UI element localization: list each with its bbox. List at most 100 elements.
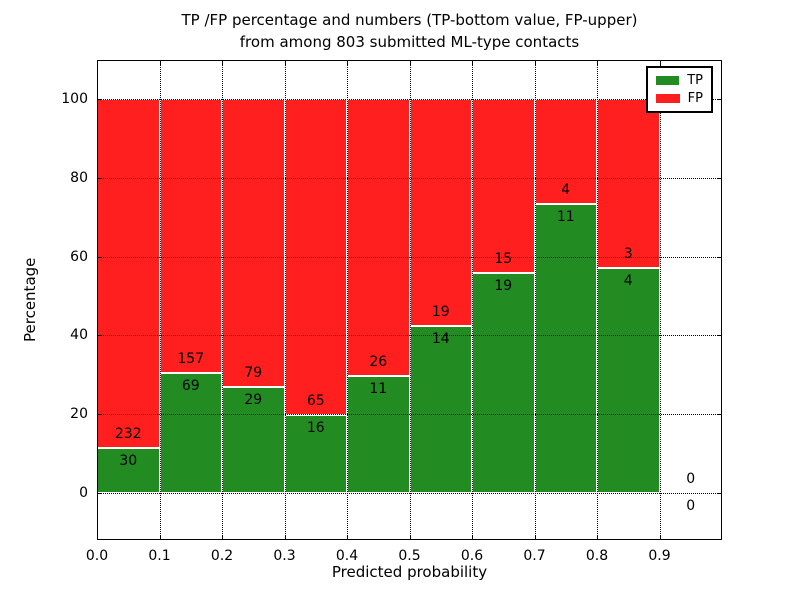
gridline-x: [159, 60, 161, 540]
gridline-x: [659, 60, 661, 540]
y-tick-left: [98, 335, 102, 337]
y-tick-label: 0: [79, 484, 88, 501]
y-tick-left: [98, 492, 102, 494]
bar-tp-segment: [284, 415, 347, 493]
x-tick-bottom: [409, 535, 411, 539]
bar-fp-segment: [409, 99, 472, 326]
gridline-x: [409, 60, 411, 540]
x-tick-bottom: [97, 535, 98, 539]
count-label-tp: 14: [431, 330, 450, 347]
y-tick-right: [717, 256, 721, 258]
x-tick-bottom: [159, 535, 161, 539]
gridline-x: [597, 60, 598, 540]
x-axis-label: Predicted probability: [331, 563, 488, 581]
count-label-fp: 3: [623, 245, 633, 262]
count-label-fp: 157: [177, 350, 205, 367]
x-tick-top: [472, 61, 473, 65]
count-label-tp: 30: [119, 452, 138, 469]
legend-swatch-fp: [656, 93, 680, 103]
legend-item-tp: TP: [656, 74, 703, 87]
legend-label-fp: FP: [687, 90, 703, 106]
x-tick-top: [284, 61, 286, 65]
count-label-fp: 79: [244, 365, 263, 382]
x-tick-label: 0.2: [210, 548, 234, 564]
x-tick-top: [597, 61, 598, 65]
y-tick-label: 20: [70, 406, 88, 423]
bar-fp-segment: [159, 99, 222, 373]
x-tick-label: 0.7: [523, 548, 546, 564]
x-tick-label: 0.6: [460, 548, 484, 564]
legend-item-fp: FP: [656, 92, 703, 105]
count-label-tp: 19: [494, 277, 513, 294]
x-tick-top: [97, 61, 98, 65]
x-tick-label: 0.0: [85, 548, 109, 564]
count-label-tp: 69: [181, 377, 200, 394]
count-label-fp: 232: [114, 425, 142, 442]
bar-fp-segment: [597, 99, 660, 268]
gridline-x: [472, 60, 473, 540]
x-tick-bottom: [597, 535, 598, 539]
count-label-tp: 4: [623, 272, 633, 289]
bar-tp-segment: [597, 267, 660, 493]
count-label-tp: 11: [556, 209, 575, 226]
bar-fp-segment: [347, 99, 410, 376]
legend-label-tp: TP: [687, 73, 703, 89]
y-tick-left: [98, 99, 102, 101]
bar-tp-segment: [534, 204, 597, 493]
count-label-fp: 15: [494, 250, 513, 267]
legend: TP FP: [646, 66, 713, 113]
y-tick-right: [717, 492, 721, 494]
x-tick-label: 0.1: [148, 548, 171, 564]
y-tick-label: 100: [61, 91, 88, 108]
count-label-fp: 26: [369, 353, 388, 370]
x-tick-top: [222, 61, 223, 65]
y-axis-label: Percentage: [21, 257, 39, 343]
bar-tp-segment: [409, 325, 472, 493]
y-tick-right: [717, 178, 721, 180]
y-tick-left: [98, 256, 102, 258]
x-tick-bottom: [222, 535, 223, 539]
bar-fp-segment: [472, 99, 535, 273]
x-tick-label: 0.8: [585, 548, 609, 564]
x-tick-bottom: [659, 535, 661, 539]
x-tick-bottom: [347, 535, 348, 539]
count-label-tp: 29: [244, 392, 263, 409]
count-label-fp: 65: [306, 393, 325, 410]
x-tick-top: [409, 61, 411, 65]
x-tick-top: [347, 61, 348, 65]
chart-title: TP /FP percentage and numbers (TP-bottom…: [97, 9, 722, 53]
x-tick-top: [659, 61, 661, 65]
chart-title-line1: TP /FP percentage and numbers (TP-bottom…: [181, 11, 638, 29]
count-label-tp: 11: [369, 380, 388, 397]
gridline-x: [222, 60, 223, 540]
bar-fp-segment: [97, 99, 160, 448]
y-tick-right: [717, 414, 721, 416]
x-tick-label: 0.9: [648, 548, 671, 564]
count-label-tp: 0: [686, 497, 696, 514]
y-tick-right: [717, 335, 721, 337]
x-tick-bottom: [284, 535, 286, 539]
count-label-fp: 4: [561, 182, 571, 199]
gridline-x: [284, 60, 286, 540]
bar-tp-segment: [347, 375, 410, 493]
x-tick-label: 0.5: [398, 548, 421, 564]
gridline-x: [347, 60, 348, 540]
x-tick-label: 0.3: [273, 548, 296, 564]
count-label-fp: 19: [431, 303, 450, 320]
bar-tp-segment: [472, 272, 535, 493]
chart-title-line2: from among 803 submitted ML-type contact…: [239, 33, 580, 51]
bar-tp-segment: [222, 387, 285, 493]
x-tick-label: 0.4: [335, 548, 359, 564]
y-tick-right: [717, 99, 721, 101]
bar-fp-segment: [222, 99, 285, 388]
y-tick-label: 60: [70, 248, 88, 265]
x-tick-top: [159, 61, 161, 65]
legend-swatch-tp: [656, 76, 680, 86]
y-tick-label: 80: [70, 170, 88, 187]
x-tick-top: [534, 61, 536, 65]
y-tick-left: [98, 178, 102, 180]
y-tick-label: 40: [70, 327, 88, 344]
count-label-tp: 16: [306, 420, 325, 437]
count-label-fp: 0: [686, 470, 696, 487]
x-tick-bottom: [472, 535, 473, 539]
